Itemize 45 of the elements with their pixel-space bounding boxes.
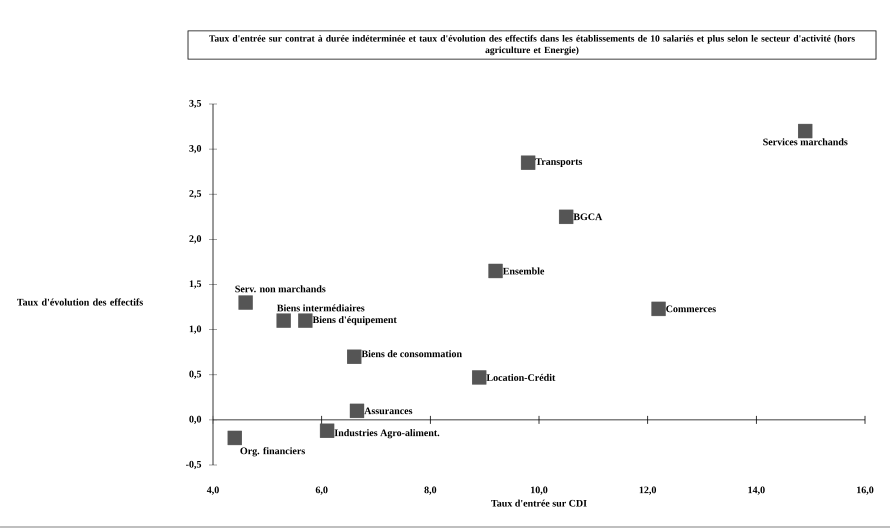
point: [520, 155, 536, 170]
point: [276, 313, 291, 328]
y-tick-label: 1,0: [190, 326, 202, 334]
point: [488, 264, 503, 278]
y-tick-label: 3,0: [189, 145, 202, 154]
point: [558, 210, 574, 224]
series-label: Biens d'équipement: [312, 316, 397, 326]
series-label: Assurances: [364, 407, 412, 414]
point: [228, 430, 242, 446]
series-label: Services marchands: [763, 138, 848, 146]
point: [651, 302, 666, 316]
series-label: Serv. non marchands: [235, 285, 326, 292]
point: [320, 424, 334, 438]
series-label: Biens de consommation: [362, 350, 462, 358]
series-label: Biens intermédiaires: [277, 304, 364, 312]
point: [298, 313, 313, 328]
y-tick-label: 2,5: [189, 190, 202, 198]
chart-title: Taux d'entrée sur contrat à durée indéterminée et taux d'évolution des effectifs dans les établissements de 10 salariés et plus selon le secteur d'activité (hors agriculture et Energie): [209, 34, 855, 56]
x-tick-label: 8,0: [424, 486, 436, 495]
series-label: Transports: [535, 158, 582, 168]
x-tick-label: 4,0: [206, 486, 219, 495]
series-label: BGCA: [574, 213, 602, 220]
x-tick-label: 12,0: [640, 486, 656, 495]
x-tick-label: 10,0: [531, 486, 548, 495]
series-label: Org. financiers: [240, 447, 305, 456]
x-tick-label: 6,0: [316, 486, 328, 495]
y-tick-label: 0,5: [189, 370, 202, 379]
series-label: Industries Agro-aliment.: [334, 429, 440, 438]
y-tick-label: 3,5: [189, 100, 202, 108]
series-label: Ensemble: [502, 267, 544, 274]
y-tick-label: 0,0: [189, 416, 202, 424]
y-axis-title: Taux d'évolution des effectifs: [17, 298, 143, 306]
x-axis-title: Taux d'entrée sur CDI: [491, 500, 587, 507]
point: [472, 370, 486, 385]
x-tick-label: 14,0: [748, 486, 765, 495]
y-tick-label: -0,5: [186, 460, 202, 470]
x-tick-label: 16,0: [857, 486, 874, 495]
y-tick-label: 2,0: [189, 235, 202, 244]
point: [347, 350, 362, 364]
point: [238, 295, 253, 310]
point: [798, 124, 812, 138]
series-label: Location-Crédit: [486, 374, 556, 381]
series-label: Commerces: [666, 306, 716, 312]
point: [350, 404, 364, 418]
y-tick-label: 1,5: [190, 280, 202, 289]
